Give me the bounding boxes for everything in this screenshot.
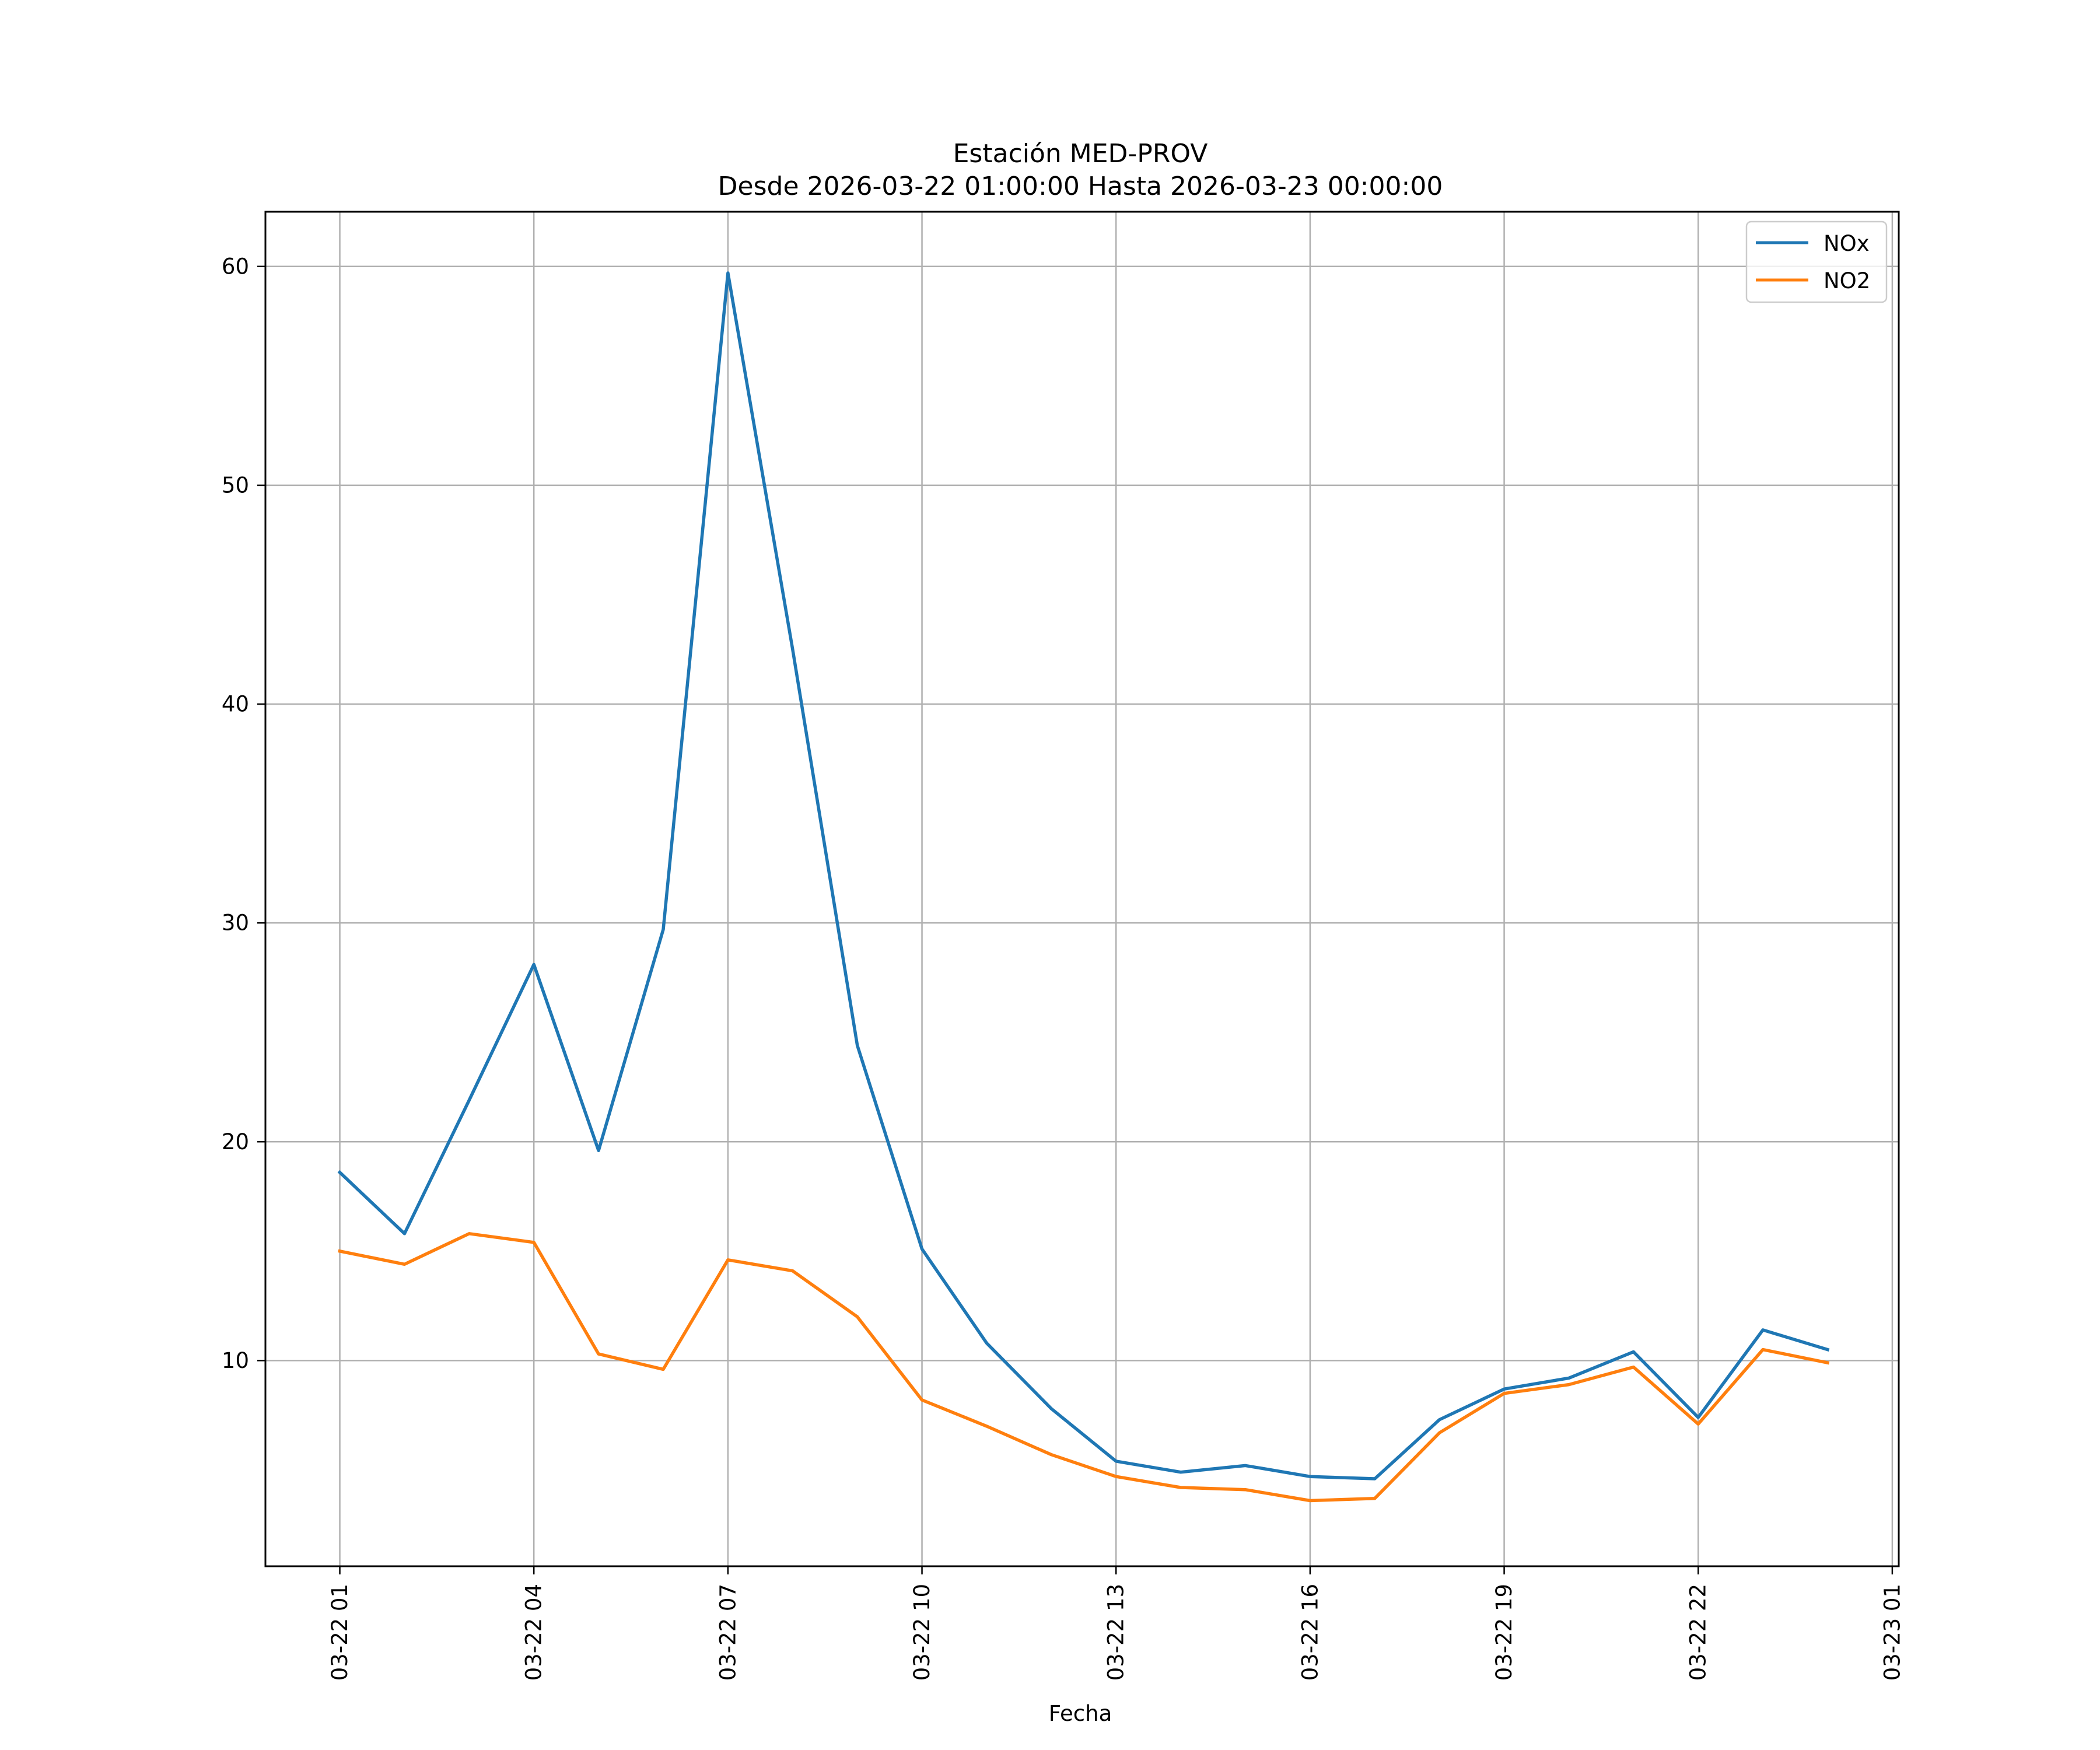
y-tick-label: 50	[222, 473, 249, 498]
y-tick-label: 10	[222, 1348, 249, 1373]
axis-ticks: 03-22 01 03-22 04 03-22 07 03-22 10 03-22 13…	[222, 254, 1905, 1681]
x-tick-label: 03-22 07	[715, 1584, 740, 1681]
chart-title: Estación MED-PROV	[953, 139, 1208, 169]
y-tick-label: 20	[222, 1129, 249, 1154]
series-line-nox	[337, 271, 1830, 1480]
x-tick-label: 03-22 04	[522, 1584, 547, 1681]
x-tick-label: 03-22 19	[1492, 1584, 1517, 1681]
x-tick-label: 03-22 01	[327, 1584, 352, 1681]
y-tick-label: 30	[222, 911, 249, 936]
x-tick-label: 03-22 22	[1686, 1584, 1711, 1681]
x-tick-label: 03-23 01	[1880, 1584, 1905, 1681]
x-tick-label: 03-22 16	[1297, 1584, 1322, 1681]
x-tick-label: 03-22 13	[1104, 1584, 1129, 1681]
y-tick-label: 40	[222, 692, 249, 717]
y-tick-label: 60	[222, 254, 249, 279]
series-lines	[337, 271, 1830, 1503]
x-tick-label: 03-22 10	[909, 1584, 935, 1681]
legend-label-nox: NOx	[1824, 231, 1870, 256]
grid	[265, 212, 1899, 1566]
legend: NOx NO2	[1745, 220, 1888, 303]
series-line-no2	[338, 1232, 1830, 1503]
chart-subtitle: Desde 2026-03-22 01:00:00 Hasta 2026-03-…	[718, 172, 1443, 201]
plot-frame	[264, 211, 1900, 1567]
x-axis-label: Fecha	[1049, 1701, 1112, 1726]
legend-label-no2: NO2	[1824, 268, 1870, 293]
